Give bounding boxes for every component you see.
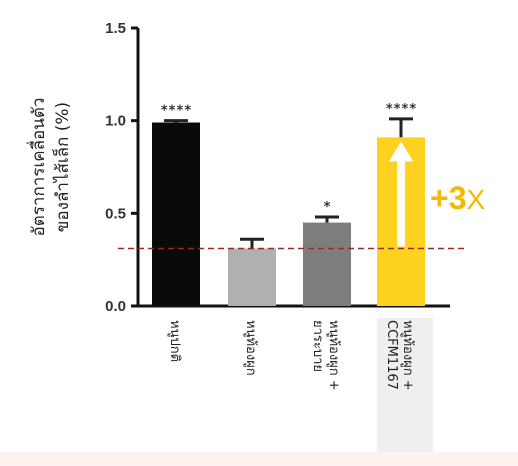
bar-1: [152, 122, 200, 307]
bottom-band: [0, 452, 518, 466]
y-axis-label-line: ของลำไส้เล็ก (%): [51, 102, 73, 232]
fold-change-number: +3: [430, 180, 467, 216]
x-category-label: หนูท้องผูก +ยาระบาย: [310, 320, 341, 391]
highlight-label-panel: [377, 318, 433, 452]
x-category-label-line: หนูท้องผูก: [243, 320, 258, 376]
fold-change-annotation: +3X: [430, 180, 485, 217]
fold-change-suffix: X: [466, 184, 486, 215]
x-category-label-line: CCFM1167: [384, 320, 399, 390]
x-category-label: หนูท้องผูก: [243, 320, 258, 376]
arrow-shaft: [397, 157, 405, 247]
significance-label: ****: [160, 104, 191, 119]
x-category-label: หนูท้องผูก +CCFM1167: [384, 320, 415, 391]
y-tick-label: 1.0: [105, 113, 126, 130]
arrow-head: [389, 141, 413, 162]
bar-3: [303, 222, 351, 306]
x-category-label-line: หนูท้องผูก +: [400, 320, 415, 391]
y-axis-label: อัตราการเคลื่อนตัว ของลำไส้เล็ก (%): [26, 98, 73, 237]
x-category-label-line: หนูปกติ: [167, 320, 182, 362]
y-tick-label: 0.0: [105, 298, 126, 315]
x-category-label-line: หนูท้องผูก +: [326, 320, 341, 391]
x-category-label-line: ยาระบาย: [310, 320, 325, 372]
y-tick-label: 0.5: [105, 205, 126, 222]
significance-label: *: [323, 200, 331, 215]
y-tick-label: 1.5: [105, 20, 126, 37]
bar-2: [228, 248, 276, 306]
x-category-label: หนูปกติ: [167, 320, 182, 362]
y-axis-label-line: อัตราการเคลื่อนตัว: [26, 98, 49, 237]
significance-label: ****: [385, 102, 416, 117]
